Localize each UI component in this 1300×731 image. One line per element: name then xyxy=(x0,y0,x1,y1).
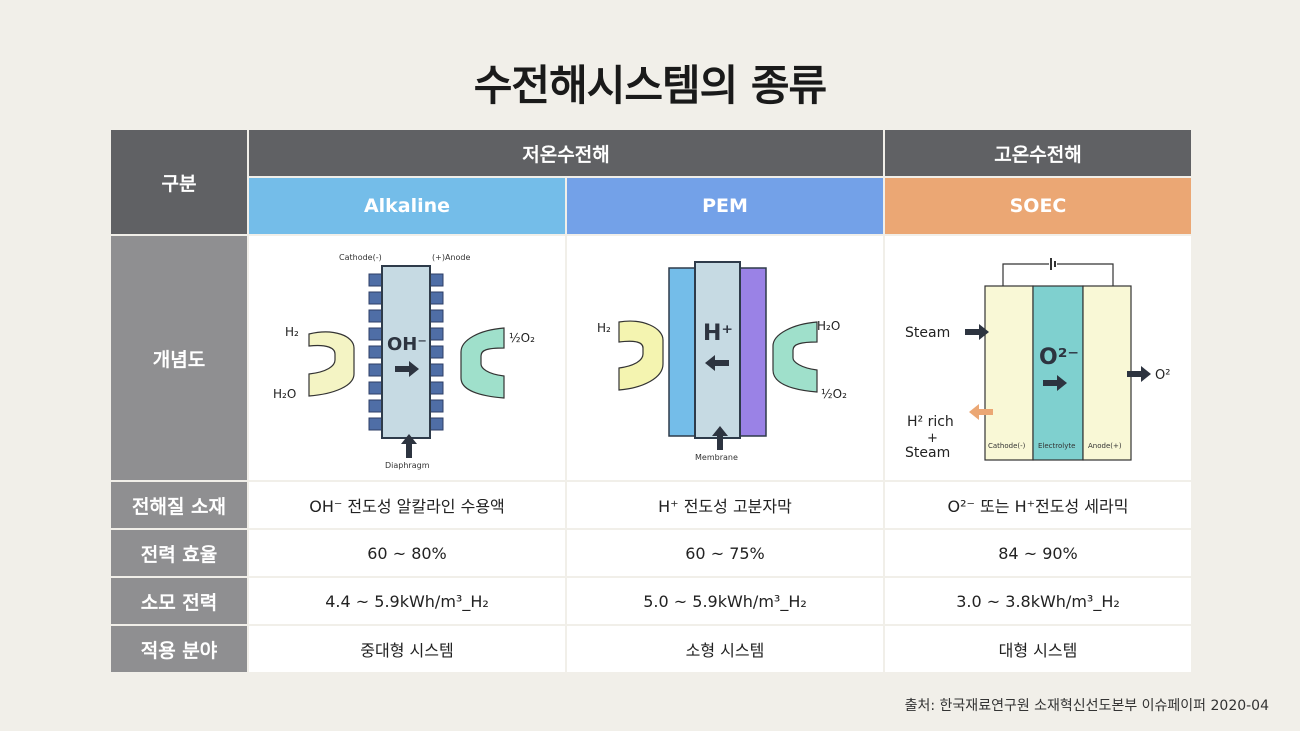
steam-label: Steam xyxy=(905,445,950,461)
table-cell: H⁺ 전도성 고분자막 xyxy=(567,482,883,528)
table-cell: OH⁻ 전도성 알칼라인 수용액 xyxy=(249,482,565,528)
table-cell: O²⁻ 또는 H⁺전도성 세라믹 xyxy=(885,482,1191,528)
ion-label: H⁺ xyxy=(703,321,733,346)
right-arrow-icon xyxy=(1043,375,1067,391)
left-arrow-icon xyxy=(705,355,729,371)
ion-label: O²⁻ xyxy=(1039,345,1079,370)
alkaline-header: Alkaline xyxy=(249,178,565,234)
o2-label: O² xyxy=(1155,368,1170,383)
row-label-consumption: 소모 전력 xyxy=(111,578,247,624)
diaphragm-label: Diaphragm xyxy=(385,461,430,470)
low-temp-header: 저온수전해 xyxy=(249,130,883,176)
right-arrow-icon xyxy=(395,361,419,377)
h2o-label: H₂O xyxy=(817,319,840,333)
table-cell: 3.0 ~ 3.8kWh/m³_H₂ xyxy=(885,578,1191,624)
up-arrow-icon xyxy=(401,434,417,458)
cathode-layer xyxy=(984,285,1034,461)
o2-label: ½O₂ xyxy=(509,331,535,345)
table-cell: 84 ~ 90% xyxy=(885,530,1191,576)
page-title: 수전해시스템의 종류 xyxy=(473,61,827,110)
ion-label: OH⁻ xyxy=(387,334,427,355)
battery-icon xyxy=(1050,258,1052,270)
pem-header: PEM xyxy=(567,178,883,234)
h2-label: H₂ xyxy=(285,325,299,339)
steam-label: Steam xyxy=(905,325,950,341)
swirl-shape xyxy=(308,331,355,397)
swirl-shape xyxy=(772,321,818,393)
right-arrow-icon xyxy=(965,324,989,340)
anode-plate xyxy=(739,267,767,437)
swirl-shape xyxy=(618,320,664,391)
table-cell: 소형 시스템 xyxy=(567,626,883,672)
right-arrow-icon xyxy=(1127,366,1151,382)
membrane-label: Membrane xyxy=(695,453,738,462)
plus-label: + xyxy=(927,431,938,446)
table-cell: 60 ~ 75% xyxy=(567,530,883,576)
membrane-body xyxy=(694,261,741,439)
table-cell: 중대형 시스템 xyxy=(249,626,565,672)
alkaline-diagram: Cathode(-) (+)Anode OH⁻ Diaphragm H₂ H₂O xyxy=(249,236,565,480)
comparison-table: 구분 저온수전해 고온수전해 Alkaline PEM SOEC 개념도 Cat… xyxy=(111,130,1191,672)
row-label-efficiency: 전력 효율 xyxy=(111,530,247,576)
electrolyte-label: Electrolyte xyxy=(1038,442,1075,450)
left-arrow-icon xyxy=(969,404,993,420)
high-temp-header: 고온수전해 xyxy=(885,130,1191,176)
table-cell: 4.4 ~ 5.9kWh/m³_H₂ xyxy=(249,578,565,624)
cathode-label: Cathode(-) xyxy=(339,253,382,262)
row-label-concept: 개념도 xyxy=(111,236,247,480)
row-label-electrolyte: 전해질 소재 xyxy=(111,482,247,528)
circuit-wire xyxy=(1002,263,1114,286)
cathode-plate xyxy=(668,267,696,437)
electrolyte-body xyxy=(381,265,431,439)
row-label-application: 적용 분야 xyxy=(111,626,247,672)
h2o-label: H₂O xyxy=(273,387,296,401)
cathode-label: Cathode(-) xyxy=(988,442,1026,450)
h2-rich-label: H² rich xyxy=(907,414,954,430)
swirl-shape xyxy=(460,327,505,399)
soec-diagram: O²⁻ Steam O² H² rich + Steam Cathode(-) … xyxy=(885,236,1191,480)
source-caption: 출처: 한국재료연구원 소재혁신선도본부 이슈페이퍼 2020-04 xyxy=(904,698,1269,714)
h2-label: H₂ xyxy=(597,321,611,335)
anode-layer xyxy=(1082,285,1132,461)
pem-diagram: H⁺ Membrane H₂ H₂O ½O₂ xyxy=(567,236,883,480)
table-cell: 5.0 ~ 5.9kWh/m³_H₂ xyxy=(567,578,883,624)
electrolyte-layer xyxy=(1032,285,1084,461)
category-header: 구분 xyxy=(111,130,247,234)
anode-label: Anode(+) xyxy=(1088,442,1122,450)
table-cell: 60 ~ 80% xyxy=(249,530,565,576)
anode-label: (+)Anode xyxy=(432,253,470,262)
soec-header: SOEC xyxy=(885,178,1191,234)
up-arrow-icon xyxy=(712,426,728,450)
table-cell: 대형 시스템 xyxy=(885,626,1191,672)
o2-label: ½O₂ xyxy=(821,387,847,401)
